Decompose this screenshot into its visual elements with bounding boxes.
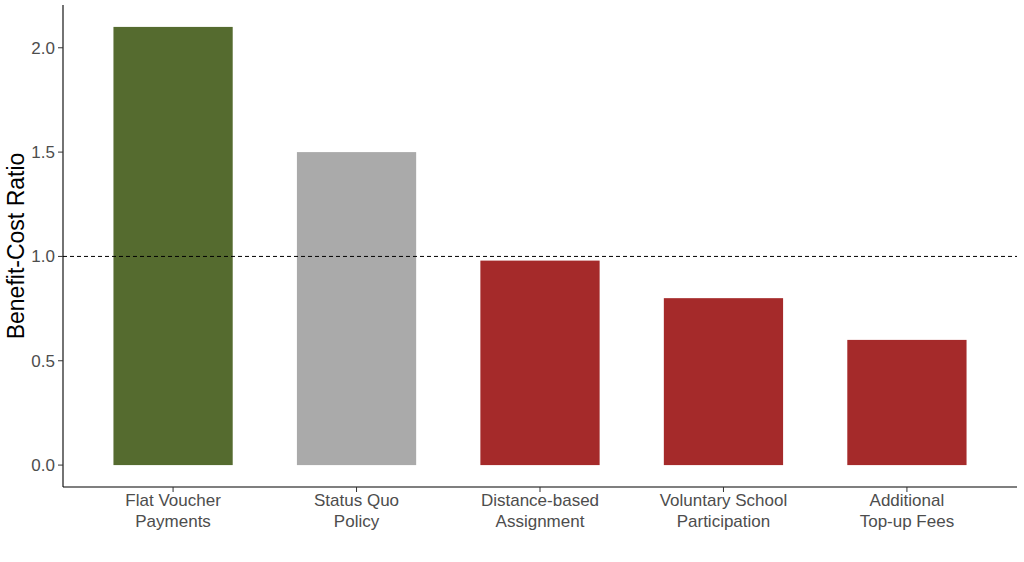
chart: 0.0 0.5 1.0 1.5 2.0 Flat Voucher Payments Statu… bbox=[0, 0, 1024, 562]
x-tick-label-line: Participation bbox=[677, 512, 771, 531]
bar bbox=[847, 340, 966, 465]
bar bbox=[664, 298, 783, 465]
y-tick bbox=[58, 360, 63, 361]
reference-line bbox=[63, 256, 1017, 257]
bar bbox=[113, 27, 232, 465]
x-tick-label-line: Payments bbox=[135, 512, 211, 531]
x-tick-label: Distance-based Assignment bbox=[481, 491, 599, 531]
y-tick-label: 0.0 bbox=[31, 456, 55, 475]
x-tick-label-line: Voluntary School bbox=[660, 491, 788, 510]
x-tick-label-line: Status Quo bbox=[314, 491, 399, 510]
x-tick-label: Voluntary School Participation bbox=[660, 491, 788, 531]
y-tick bbox=[58, 465, 63, 466]
bar bbox=[480, 261, 599, 465]
y-axis-label: Benefit-Cost Ratio bbox=[3, 153, 29, 340]
x-tick-label-line: Policy bbox=[334, 512, 380, 531]
y-tick bbox=[58, 152, 63, 153]
x-tick-label-line: Additional bbox=[870, 491, 945, 510]
x-tick-label: Additional Top-up Fees bbox=[860, 491, 955, 531]
y-tick-label: 0.5 bbox=[31, 352, 55, 371]
x-tick-label: Flat Voucher Payments bbox=[125, 491, 221, 531]
bars bbox=[63, 27, 1017, 465]
y-axis bbox=[62, 5, 63, 487]
x-tick-label-line: Distance-based bbox=[481, 491, 599, 510]
x-tick-label-line: Assignment bbox=[496, 512, 585, 531]
y-tick-label: 1.5 bbox=[31, 143, 55, 162]
x-tick-label-line: Top-up Fees bbox=[860, 512, 955, 531]
y-tick-label: 2.0 bbox=[31, 39, 55, 58]
x-tick-label: Status Quo Policy bbox=[314, 491, 399, 531]
y-tick-label: 1.0 bbox=[31, 247, 55, 266]
y-tick bbox=[58, 256, 63, 257]
x-tick-label-line: Flat Voucher bbox=[125, 491, 221, 510]
bar bbox=[297, 152, 416, 465]
y-tick bbox=[58, 47, 63, 48]
